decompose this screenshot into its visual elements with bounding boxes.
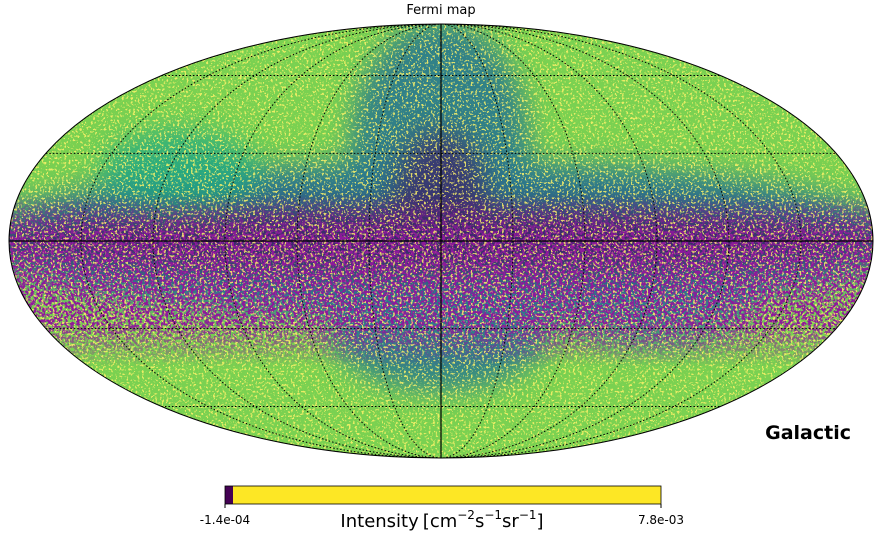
colorbar-label: Intensity [cm−2s−1sr−1] (340, 508, 543, 532)
colorbar-low (225, 486, 233, 504)
colorbar-min: -1.4e-04 (200, 513, 250, 527)
map-title: Fermi map (406, 3, 475, 18)
map-border (8, 23, 874, 459)
colorbar: -1.4e-04 7.8e-03 Intensity [cm−2s−1sr−1] (200, 485, 684, 532)
colorbar-high (233, 486, 661, 504)
coordinate-label: Galactic (765, 422, 851, 444)
colorbar-max: 7.8e-03 (638, 513, 684, 527)
